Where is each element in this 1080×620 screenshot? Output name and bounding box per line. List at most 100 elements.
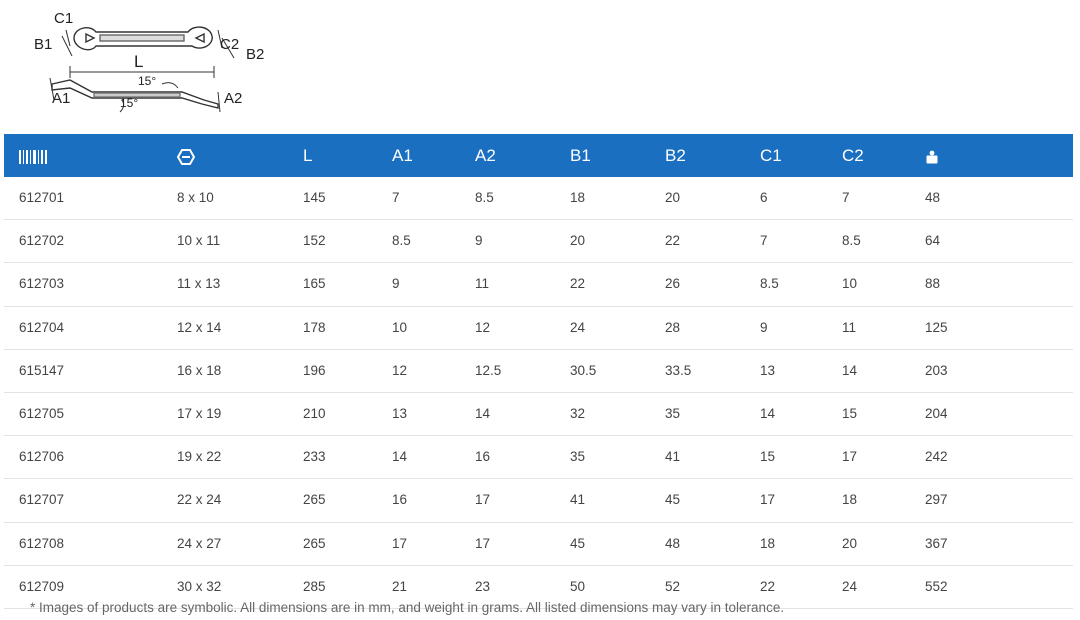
table-cell: 45 [665,492,681,508]
table-cell: 612709 [19,578,65,594]
table-cell: 30 x 32 [177,578,222,594]
table-cell: 10 [392,319,408,335]
table-cell: 23 [475,578,491,594]
table-cell: 48 [925,190,941,205]
label-l: L [134,52,144,71]
table-cell: 22 [760,578,776,594]
table-cell: 265 [303,492,326,508]
table-cell: 64 [925,233,941,249]
header-b1: B1 [570,146,591,165]
table-cell: 612703 [19,276,65,292]
table-cell: 22 [665,233,681,249]
table-cell: 20 [665,190,681,205]
table-cell: 7 [392,190,400,205]
table-cell: 15 [842,405,858,421]
table-cell: 145 [303,190,326,205]
table-cell: 18 [842,492,858,508]
table-cell: 265 [303,535,326,551]
table-cell: 30.5 [570,362,597,378]
header-a1: A1 [392,146,413,165]
table-cell: 612706 [19,449,65,465]
table-cell: 11 [842,319,857,335]
table-cell: 14 [760,405,776,421]
table-cell: 48 [665,535,681,551]
table-row: 612705 17 x 19 210 13 14 32 35 14 15 204 [4,393,1073,437]
table-cell: 11 [475,276,490,292]
table-cell: 8.5 [392,233,411,249]
table-cell: 8.5 [842,233,861,249]
table-cell: 10 x 11 [177,233,221,249]
table-cell: 612701 [19,190,65,205]
table-cell: 16 [392,492,408,508]
table-cell: 9 [760,319,768,335]
table-cell: 14 [475,405,491,421]
table-row: 612709 30 x 32 285 21 23 50 52 22 24 552 [4,566,1073,609]
table-cell: 14 [392,449,408,465]
wrench-size-icon [177,134,195,177]
table-cell: 367 [925,535,948,551]
table-cell: 203 [925,362,948,378]
label-angle-bottom: 15° [120,96,139,110]
table-cell: 612704 [19,319,65,335]
table-cell: 210 [303,405,326,421]
table-cell: 16 [475,449,491,465]
table-cell: 11 x 13 [177,276,221,292]
table-cell: 17 [392,535,408,551]
table-row: 615147 16 x 18 196 12 12.5 30.5 33.5 13 14 203 [4,350,1073,393]
table-cell: 19 x 22 [177,449,222,465]
table-cell: 12.5 [475,362,502,378]
table-cell: 32 [570,405,586,421]
table-cell: 8.5 [475,190,494,205]
table-header: L A1 A2 B1 B2 C1 C2 [4,134,1073,177]
table-cell: 7 [760,233,768,249]
table-cell: 9 [475,233,483,249]
table-cell: 15 [760,449,776,465]
table-cell: 8 x 10 [177,190,214,205]
table-row: 612701 8 x 10 145 7 8.5 18 20 6 7 48 [4,177,1073,221]
table-cell: 285 [303,578,326,594]
table-cell: 16 x 18 [177,362,222,378]
table-row: 612707 22 x 24 265 16 17 41 45 17 18 297 [4,479,1073,523]
table-cell: 14 [842,362,858,378]
header-c1: C1 [760,146,782,165]
header-l: L [303,146,313,165]
table-cell: 18 [570,190,586,205]
label-c1: C1 [54,10,74,27]
table-body: 612701 8 x 10 145 7 8.5 18 20 6 7 48 612702 10 x 11… [4,177,1073,609]
table-cell: 52 [665,578,681,594]
table-cell: 18 [760,535,776,551]
table-cell: 33.5 [665,362,692,378]
table-cell: 12 [392,362,408,378]
label-b1: B1 [34,36,53,53]
wrench-diagram: C1 B1 C2 B2 L 15° 15° A1 A2 [22,8,282,118]
table-cell: 204 [925,405,948,421]
table-cell: 10 [842,276,858,292]
table-cell: 41 [570,492,586,508]
table-cell: 8.5 [760,276,779,292]
table-cell: 28 [665,319,681,335]
table-cell: 17 [475,492,491,508]
barcode-icon [19,134,47,177]
table-cell: 24 [570,319,586,335]
table-cell: 612702 [19,233,65,249]
table-cell: 13 [760,362,776,378]
header-a2: A2 [475,146,496,165]
table-cell: 242 [925,449,948,465]
table-cell: 88 [925,276,941,292]
table-cell: 13 [392,405,408,421]
table-cell: 6 [760,190,768,205]
label-angle-top: 15° [138,74,157,88]
table-cell: 9 [392,276,400,292]
label-a1: A1 [52,90,71,107]
table-cell: 22 x 24 [177,492,222,508]
table-cell: 41 [665,449,681,465]
table-cell: 152 [303,233,326,249]
table-cell: 612705 [19,405,65,421]
table-cell: 50 [570,578,586,594]
table-row: 612706 19 x 22 233 14 16 35 41 15 17 242 [4,436,1073,480]
table-cell: 17 [475,535,491,551]
table-cell: 35 [665,405,681,421]
table-cell: 196 [303,362,326,378]
spec-table: L A1 A2 B1 B2 C1 C2 612701 8 x 10 145 7 8.5 1… [4,134,1073,609]
label-c2: C2 [220,36,240,53]
